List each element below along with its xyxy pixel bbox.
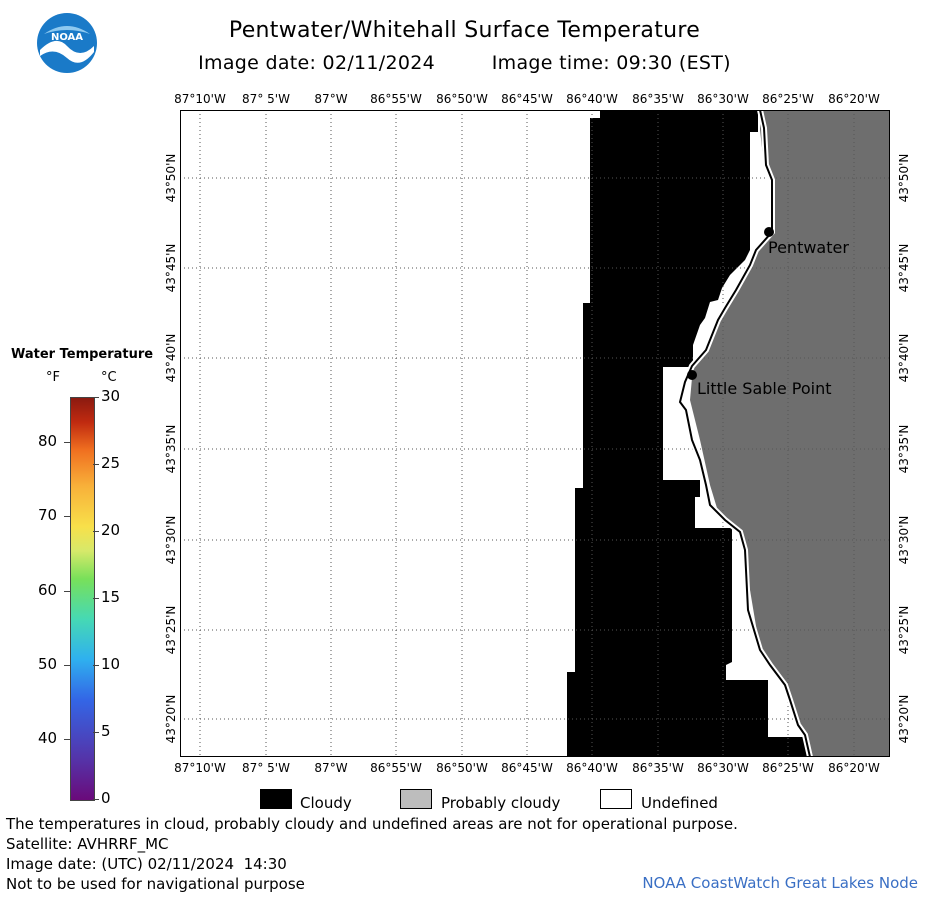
fahrenheit-tick-4: 40	[38, 729, 58, 748]
celsius-tick-mark-1	[93, 464, 99, 465]
celsius-tick-1: 25	[101, 454, 121, 472]
lon-bottom-label-7: 86°35'W	[632, 761, 684, 775]
fahrenheit-tick-1: 70	[38, 506, 58, 525]
cloudy-label: Cloudy	[300, 794, 352, 812]
lon-top-label-10: 86°20'W	[828, 92, 880, 106]
fahrenheit-tick-2: 60	[38, 580, 58, 599]
lon-top-label-0: 87°10'W	[174, 92, 226, 106]
land-area	[680, 110, 890, 757]
cloudy-swatch	[260, 789, 292, 809]
unit-celsius: °C	[101, 370, 117, 385]
fahrenheit-tick-mark-1	[64, 516, 70, 518]
lat-left-label-3: 43°35'N	[164, 424, 178, 474]
celsius-tick-3: 15	[101, 588, 121, 606]
lat-left-label-2: 43°40'N	[164, 333, 178, 383]
lon-bottom-label-3: 86°55'W	[370, 761, 422, 775]
celsius-tick-mark-3	[93, 598, 99, 599]
undefined-swatch	[600, 789, 632, 809]
celsius-tick-mark-4	[93, 665, 99, 666]
lon-top-label-6: 86°40'W	[566, 92, 618, 106]
probably-cloudy-swatch	[400, 789, 432, 809]
lat-right-label-5: 43°25'N	[897, 605, 911, 655]
utc-date-label: Image date: (UTC) 02/11/2024 14:30	[6, 855, 287, 873]
credit-link[interactable]: NOAA CoastWatch Great Lakes Node	[642, 874, 918, 892]
lon-bottom-label-5: 86°45'W	[501, 761, 553, 775]
lat-right-label-1: 43°45'N	[897, 243, 911, 293]
lon-top-label-5: 86°45'W	[501, 92, 553, 106]
celsius-tick-mark-2	[93, 531, 99, 532]
lon-bottom-label-9: 86°25'W	[762, 761, 814, 775]
lon-bottom-label-2: 87°W	[314, 761, 348, 775]
lon-bottom-label-6: 86°40'W	[566, 761, 618, 775]
lat-right-label-6: 43°20'N	[897, 694, 911, 744]
lon-bottom-label-4: 86°50'W	[436, 761, 488, 775]
celsius-tick-2: 20	[101, 521, 121, 539]
lon-top-label-1: 87° 5'W	[242, 92, 290, 106]
lat-left-label-4: 43°30'N	[164, 515, 178, 565]
fahrenheit-tick-mark-4	[64, 739, 70, 741]
legend-title: Water Temperature	[11, 347, 154, 362]
celsius-tick-mark-6	[93, 799, 99, 800]
lon-bottom-label-10: 86°20'W	[828, 761, 880, 775]
fahrenheit-tick-0: 80	[38, 431, 58, 450]
lon-top-label-2: 87°W	[314, 92, 348, 106]
logo-text: NOAA	[51, 32, 83, 43]
image-date-time: Image date: 02/11/2024 Image time: 09:30…	[0, 52, 929, 74]
sst-map: Pentwater Little Sable Point	[180, 110, 890, 757]
lat-left-label-1: 43°45'N	[164, 243, 178, 293]
fahrenheit-tick-mark-3	[64, 665, 70, 666]
cloud-area	[567, 110, 808, 757]
celsius-tick-mark-0	[93, 397, 99, 398]
celsius-tick-mark-5	[93, 732, 99, 733]
lon-top-label-4: 86°50'W	[436, 92, 488, 106]
lat-right-label-2: 43°40'N	[897, 333, 911, 383]
pentwater-marker	[764, 227, 774, 237]
lat-right-label-4: 43°30'N	[897, 515, 911, 565]
fahrenheit-tick-3: 50	[38, 655, 58, 673]
image-time-label: Image time: 09:30 (EST)	[491, 52, 731, 74]
lat-left-label-6: 43°20'N	[164, 694, 178, 744]
temperature-colorbar	[70, 397, 95, 801]
lon-bottom-label-8: 86°30'W	[697, 761, 749, 775]
celsius-tick-4: 10	[101, 655, 121, 673]
fahrenheit-tick-mark-0	[64, 441, 70, 443]
operational-note: The temperatures in cloud, probably clou…	[6, 815, 738, 833]
lat-right-label-0: 43°50'N	[897, 153, 911, 203]
lat-left-label-0: 43°50'N	[164, 153, 178, 203]
little-sable-point-marker	[687, 370, 697, 380]
satellite-label: Satellite: AVHRRF_MC	[6, 835, 169, 853]
lon-top-label-3: 86°55'W	[370, 92, 422, 106]
lon-bottom-label-1: 87° 5'W	[242, 761, 290, 775]
navigation-warning: Not to be used for navigational purpose	[6, 875, 305, 893]
celsius-tick-5: 5	[101, 722, 111, 740]
celsius-tick-6: 0	[101, 789, 111, 807]
lat-left-label-5: 43°25'N	[164, 605, 178, 655]
lon-top-label-7: 86°35'W	[632, 92, 684, 106]
lat-right-label-3: 43°35'N	[897, 424, 911, 474]
page-title: Pentwater/Whitehall Surface Temperature	[228, 18, 701, 43]
unit-fahrenheit: °F	[46, 370, 60, 385]
lon-top-label-8: 86°30'W	[697, 92, 749, 106]
fahrenheit-tick-mark-2	[64, 590, 70, 592]
image-date-label: Image date: 02/11/2024	[198, 52, 436, 74]
lon-top-label-9: 86°25'W	[762, 92, 814, 106]
lon-bottom-label-0: 87°10'W	[174, 761, 226, 775]
little-sable-point-label: Little Sable Point	[697, 379, 832, 398]
probably-cloudy-label: Probably cloudy	[441, 794, 561, 812]
pentwater-label: Pentwater	[768, 238, 849, 257]
noaa-logo: NOAA	[36, 12, 98, 74]
undefined-label: Undefined	[641, 794, 718, 812]
celsius-tick-0: 30	[101, 387, 121, 405]
